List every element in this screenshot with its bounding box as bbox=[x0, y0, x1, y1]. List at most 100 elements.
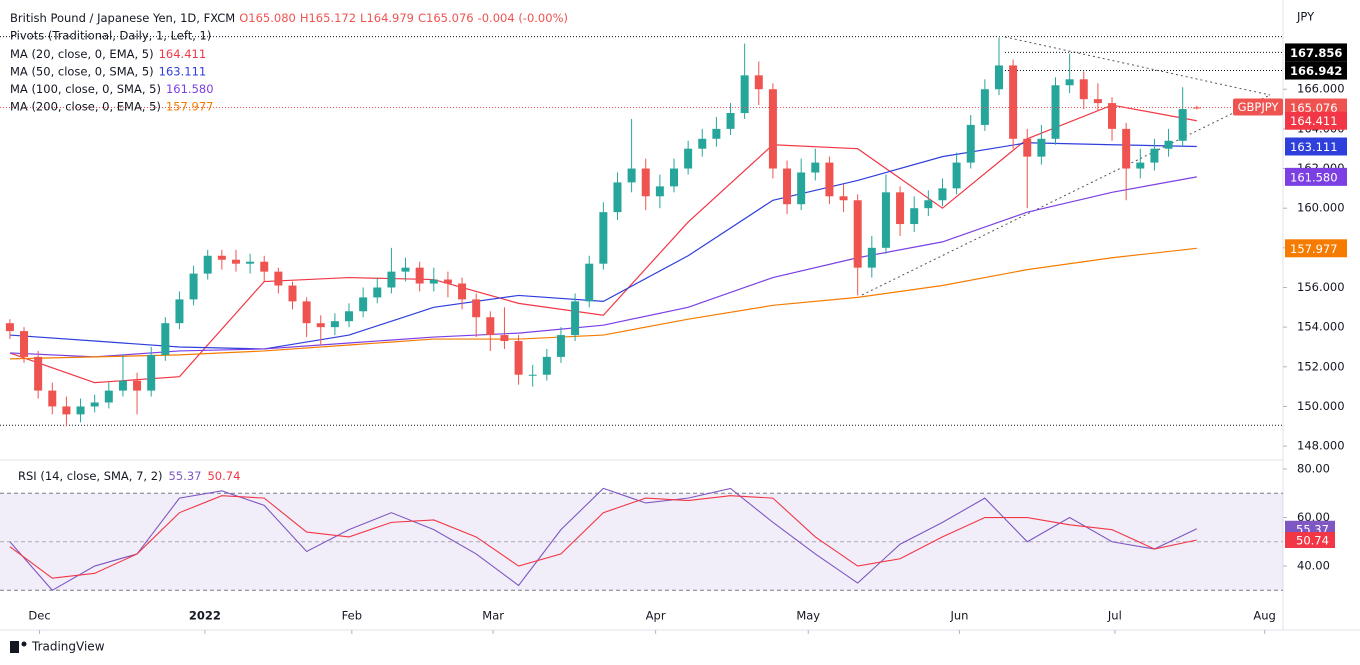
candle-body bbox=[443, 279, 452, 284]
candle-body bbox=[754, 75, 763, 90]
candle-body bbox=[1192, 107, 1201, 109]
legend-ma-value: 164.411 bbox=[159, 47, 207, 61]
candle-body bbox=[401, 267, 410, 272]
y-tick-label: 160.000 bbox=[1297, 201, 1345, 215]
candle-body bbox=[458, 283, 467, 300]
candle-body bbox=[966, 124, 975, 163]
candle-body bbox=[345, 311, 354, 322]
candle-body bbox=[726, 113, 735, 129]
y-tick-label: 60.00 bbox=[1297, 510, 1330, 524]
candle-body bbox=[825, 162, 834, 197]
x-tick-label: Jul bbox=[1107, 609, 1122, 623]
candle-body bbox=[133, 380, 142, 391]
candle-body bbox=[712, 128, 721, 139]
x-tick-label: Feb bbox=[342, 609, 362, 623]
price-badge-label: 165.076 bbox=[1290, 101, 1338, 115]
candle-body bbox=[1079, 79, 1088, 100]
symbol-label: GBPJPY bbox=[1238, 100, 1280, 114]
candle-body bbox=[302, 301, 311, 324]
candle-body bbox=[1122, 128, 1131, 169]
candle-body bbox=[288, 285, 297, 302]
legend-title: British Pound / Japanese Yen, 1D, FXCM O1… bbox=[10, 11, 568, 25]
price-badge-label: 167.856 bbox=[1290, 46, 1342, 60]
y-tick-label: 150.000 bbox=[1297, 399, 1345, 413]
ohlc-value: C165.076 bbox=[418, 11, 474, 25]
price-badge bbox=[1285, 239, 1347, 258]
candle-body bbox=[994, 65, 1003, 90]
legend-ma-value: 163.111 bbox=[159, 64, 207, 78]
price-badge-label: 163.111 bbox=[1290, 140, 1338, 154]
candle-body bbox=[613, 182, 622, 213]
candle-body bbox=[867, 247, 876, 268]
legend-ma: MA (100, close, 0, SMA, 5) 161.580 bbox=[10, 82, 214, 96]
candle-body bbox=[34, 356, 43, 391]
trendline bbox=[861, 94, 1271, 296]
legend-ma-name: MA (100, close, 0, SMA, 5) bbox=[10, 82, 161, 96]
x-tick-label: Apr bbox=[646, 609, 666, 623]
brand: TradingView bbox=[31, 640, 105, 654]
rsi-title: RSI (14, close, SMA, 7, 2) bbox=[18, 469, 163, 483]
candle-body bbox=[655, 186, 664, 197]
candle-body bbox=[1065, 79, 1074, 86]
candle-body bbox=[1136, 162, 1145, 169]
price-badge-label: 157.977 bbox=[1290, 242, 1338, 256]
trendline bbox=[1004, 36, 1271, 96]
candle-body bbox=[896, 192, 905, 225]
candle-body bbox=[316, 323, 325, 328]
candle-body bbox=[627, 168, 636, 183]
moving-average bbox=[9, 176, 1197, 358]
candle-body bbox=[1051, 85, 1060, 139]
candle-body bbox=[797, 172, 806, 205]
ohlc-value: O165.080 bbox=[239, 11, 296, 25]
candle-body bbox=[373, 287, 382, 298]
candle-body bbox=[161, 323, 170, 355]
x-tick-label: Aug bbox=[1253, 609, 1275, 623]
candle-body bbox=[684, 148, 693, 169]
candle-body bbox=[556, 335, 565, 357]
candle-body bbox=[500, 335, 509, 342]
candle-body bbox=[1023, 138, 1032, 157]
candle-body bbox=[5, 323, 14, 332]
y-tick-label: 40.00 bbox=[1297, 559, 1330, 573]
candle-body bbox=[62, 406, 71, 415]
ohlc-value: -0.004 (-0.00%) bbox=[478, 11, 568, 25]
y-tick-label: 156.000 bbox=[1297, 280, 1345, 294]
candle-body bbox=[175, 299, 184, 324]
candle-body bbox=[910, 208, 919, 225]
candle-body bbox=[76, 406, 85, 415]
legend-symbol: British Pound / Japanese Yen, 1D, FXCM bbox=[10, 11, 235, 25]
candle-body bbox=[48, 390, 57, 407]
candle-body bbox=[1164, 140, 1173, 149]
moving-average bbox=[9, 142, 1197, 350]
rsi-value: 55.37 bbox=[169, 469, 202, 483]
candle-body bbox=[542, 356, 551, 375]
candle-body bbox=[571, 301, 580, 336]
candle-body bbox=[217, 255, 226, 260]
candle-body bbox=[783, 168, 792, 205]
legend-pivots: Pivots (Traditional, Daily, 1, Left, 1) bbox=[10, 29, 211, 43]
candle-body bbox=[246, 261, 255, 264]
candle-body bbox=[811, 162, 820, 173]
price-badge bbox=[1285, 137, 1347, 156]
candle-body bbox=[415, 267, 424, 284]
candle-body bbox=[641, 168, 650, 197]
x-tick-label: 2022 bbox=[189, 609, 221, 623]
candle-body bbox=[853, 200, 862, 268]
rsi-line bbox=[9, 495, 1197, 579]
price-badge-label: 161.580 bbox=[1290, 170, 1338, 184]
rsi-value: 50.74 bbox=[207, 469, 240, 483]
candle-body bbox=[924, 200, 933, 209]
x-tick-label: Mar bbox=[482, 609, 504, 623]
candle-body bbox=[104, 390, 113, 403]
y-tick-label: 80.00 bbox=[1297, 462, 1330, 476]
y-tick-label: 148.000 bbox=[1297, 439, 1345, 453]
price-badge bbox=[1285, 61, 1347, 80]
legend-ma: MA (200, close, 0, EMA, 5) 157.977 bbox=[10, 99, 213, 113]
candle-body bbox=[1009, 65, 1018, 139]
candle-body bbox=[118, 380, 127, 391]
candle-body bbox=[669, 168, 678, 187]
legend-ma-value: 161.580 bbox=[166, 82, 214, 96]
rsi-line bbox=[9, 487, 1198, 591]
price-badge-label: 164.411 bbox=[1290, 114, 1338, 128]
